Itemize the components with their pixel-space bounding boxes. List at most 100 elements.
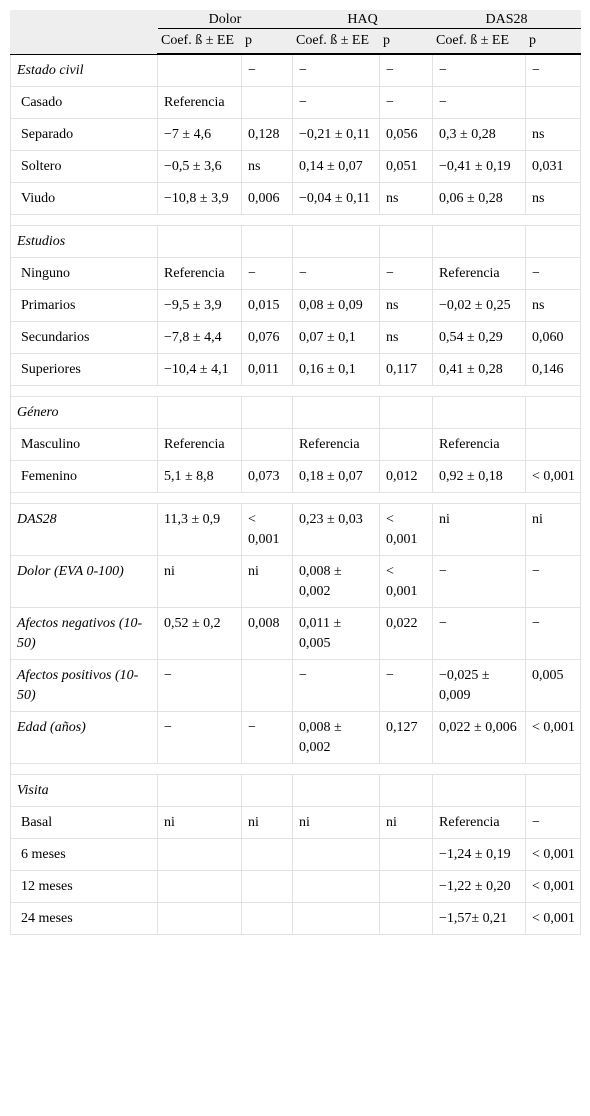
cell: ni bbox=[432, 503, 527, 556]
table-row: Casado Referencia − − − bbox=[10, 86, 582, 119]
column-header: Coef. ß ± EE bbox=[432, 28, 527, 55]
cell: < 0,001 bbox=[525, 460, 582, 493]
row-label: 24 meses bbox=[10, 902, 158, 935]
cell: ns bbox=[525, 118, 582, 151]
cell: −0,04 ± 0,11 bbox=[292, 182, 381, 215]
table-row: 12 meses −1,22 ± 0,20 < 0,001 bbox=[10, 870, 582, 903]
cell: − bbox=[379, 53, 434, 87]
cell: ni bbox=[157, 806, 242, 839]
corner-cell bbox=[10, 10, 158, 55]
cell: 0,16 ± 0,1 bbox=[292, 353, 381, 386]
cell: ns bbox=[379, 321, 434, 354]
table-row: Afectos negativos (10-50) 0,52 ± 0,2 0,008… bbox=[10, 607, 582, 660]
cell: − bbox=[432, 607, 527, 660]
cell: 0,011 bbox=[240, 353, 294, 386]
cell: ns bbox=[240, 150, 294, 183]
cell: − bbox=[525, 555, 582, 608]
cell: −0,025 ± 0,009 bbox=[432, 659, 527, 712]
cell: 0,41 ± 0,28 bbox=[432, 353, 527, 386]
cell bbox=[240, 396, 294, 429]
cell: < 0,001 bbox=[525, 870, 582, 903]
cell bbox=[240, 428, 294, 461]
cell bbox=[379, 870, 434, 903]
cell: ni bbox=[292, 806, 381, 839]
cell: 0,06 ± 0,28 bbox=[432, 182, 527, 215]
cell: 0,022 bbox=[379, 607, 434, 660]
row-label: Femenino bbox=[10, 460, 158, 493]
table-row: Edad (años) − −0,008 ± 0,002 0,127 0,022 ± 0… bbox=[10, 711, 582, 764]
cell bbox=[240, 838, 294, 871]
cell: 0,54 ± 0,29 bbox=[432, 321, 527, 354]
cell: ns bbox=[379, 289, 434, 322]
table-row: Viudo −10,8 ± 3,9 0,006 −0,04 ± 0,11 ns 0,06 … bbox=[10, 182, 582, 215]
cell: − bbox=[292, 86, 381, 119]
spacer-row bbox=[9, 385, 582, 397]
table-body: Estado civil − − − − − Casado Referencia − − − Sepa… bbox=[9, 53, 582, 935]
cell bbox=[240, 870, 294, 903]
cell: 0,060 bbox=[525, 321, 582, 354]
row-label: Edad (años) bbox=[10, 711, 158, 764]
table-row: Primarios −9,5 ± 3,9 0,015 0,08 ± 0,09 ns −0,… bbox=[10, 289, 582, 322]
cell bbox=[379, 396, 434, 429]
table-row: 24 meses −1,57± 0,21 < 0,001 bbox=[10, 902, 582, 935]
cell bbox=[157, 902, 242, 935]
cell: 0,128 bbox=[240, 118, 294, 151]
column-header: p bbox=[240, 28, 294, 55]
cell: − bbox=[379, 86, 434, 119]
table-row: Superiores −10,4 ± 4,1 0,011 0,16 ± 0,1 0,11… bbox=[10, 353, 582, 386]
cell: 0,073 bbox=[240, 460, 294, 493]
cell: 0,006 bbox=[240, 182, 294, 215]
cell: ni bbox=[157, 555, 242, 608]
row-label: Estado civil bbox=[10, 53, 158, 87]
cell: ni bbox=[525, 503, 582, 556]
table-row: Dolor (EVA 0-100) ni ni 0,008 ± 0,002 < 0,00… bbox=[10, 555, 582, 608]
cell: ni bbox=[240, 555, 294, 608]
cell: 5,1 ± 8,8 bbox=[157, 460, 242, 493]
cell: 0,031 bbox=[525, 150, 582, 183]
cell: Referencia bbox=[157, 428, 242, 461]
cell: Referencia bbox=[157, 86, 242, 119]
row-label: 12 meses bbox=[10, 870, 158, 903]
header-row: Dolor HAQ DAS28 bbox=[10, 10, 582, 55]
cell: < 0,001 bbox=[379, 555, 434, 608]
cell: −7,8 ± 4,4 bbox=[157, 321, 242, 354]
subheader-row: Coef. ß ± EE p Coef. ß ± EE p Coef. ß ± EE p bbox=[11, 28, 582, 55]
cell: 0,051 bbox=[379, 150, 434, 183]
cell: 0,008 ± 0,002 bbox=[292, 711, 381, 764]
row-label: Afectos positivos (10-50) bbox=[10, 659, 158, 712]
cell: −1,57± 0,21 bbox=[432, 902, 527, 935]
cell: ni bbox=[379, 806, 434, 839]
cell bbox=[240, 774, 294, 807]
column-header: Coef. ß ± EE bbox=[292, 28, 381, 55]
cell: ni bbox=[240, 806, 294, 839]
cell bbox=[525, 428, 582, 461]
cell bbox=[240, 902, 294, 935]
row-label: Masculino bbox=[10, 428, 158, 461]
cell: 0,18 ± 0,07 bbox=[292, 460, 381, 493]
cell bbox=[379, 774, 434, 807]
table-row: Género bbox=[10, 396, 582, 429]
cell: 0,08 ± 0,09 bbox=[292, 289, 381, 322]
cell: − bbox=[379, 257, 434, 290]
cell: −10,4 ± 4,1 bbox=[157, 353, 242, 386]
cell bbox=[432, 774, 527, 807]
cell: ns bbox=[525, 289, 582, 322]
cell: 0,056 bbox=[379, 118, 434, 151]
cell: < 0,001 bbox=[379, 503, 434, 556]
cell bbox=[432, 225, 527, 258]
row-label: Separado bbox=[10, 118, 158, 151]
cell bbox=[157, 53, 242, 87]
cell: 0,146 bbox=[525, 353, 582, 386]
cell: − bbox=[525, 607, 582, 660]
cell: 0,14 ± 0,07 bbox=[292, 150, 381, 183]
cell: − bbox=[292, 659, 381, 712]
cell: 0,005 bbox=[525, 659, 582, 712]
cell bbox=[292, 870, 381, 903]
cell: − bbox=[432, 53, 527, 87]
table-row: Soltero −0,5 ± 3,6 ns 0,14 ± 0,07 0,051 −0,41… bbox=[10, 150, 582, 183]
cell: −1,22 ± 0,20 bbox=[432, 870, 527, 903]
table-row: Separado −7 ± 4,6 0,128 −0,21 ± 0,11 0,056 0,… bbox=[10, 118, 582, 151]
cell: − bbox=[525, 257, 582, 290]
cell: ns bbox=[525, 182, 582, 215]
cell: −7 ± 4,6 bbox=[157, 118, 242, 151]
